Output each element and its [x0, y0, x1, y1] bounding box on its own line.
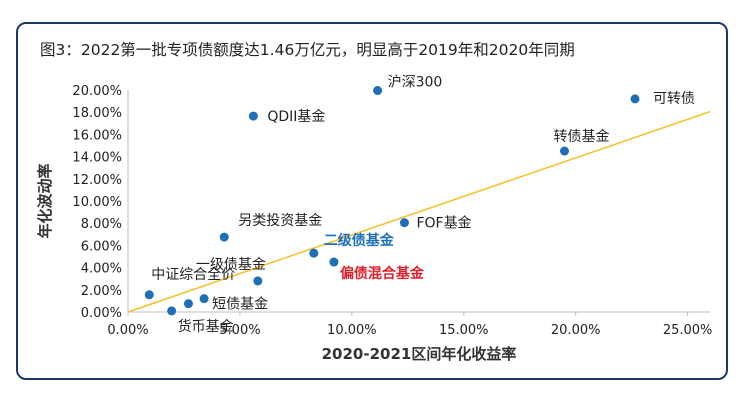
figure-title: 图3：2022第一批专项债额度达1.46万亿元，明显高于2019年和2020年同…	[40, 41, 575, 59]
y-tick-label: 10.00%	[72, 195, 122, 210]
data-point	[199, 294, 209, 304]
x-tick-label: 0.00%	[107, 323, 148, 338]
x-tick-label: 15.00%	[439, 323, 489, 338]
data-point	[183, 299, 193, 309]
data-point	[630, 94, 640, 104]
data-label: 沪深300	[388, 75, 443, 91]
x-axis-title: 2020-2021区间年化收益率	[322, 345, 517, 363]
data-point	[309, 248, 319, 258]
y-tick-label: 20.00%	[72, 84, 122, 99]
data-label: QDII基金	[267, 108, 325, 125]
x-tick-label: 10.00%	[327, 323, 377, 338]
data-label: 转债基金	[554, 128, 610, 145]
y-tick-label: 12.00%	[72, 173, 122, 188]
data-label: 短债基金	[212, 296, 268, 313]
figure-frame	[16, 22, 728, 380]
data-label: 一级债基金	[196, 256, 266, 273]
data-point	[219, 232, 229, 242]
data-label: 二级债基金	[324, 232, 395, 249]
y-tick-label: 4.00%	[81, 262, 122, 277]
data-label: 货币基金	[178, 318, 234, 335]
data-label: 中证综合全价	[151, 266, 235, 283]
x-tick-label: 5.00%	[219, 323, 260, 338]
data-point	[144, 290, 154, 300]
data-point	[248, 111, 258, 121]
data-label: 偏债混合基金	[340, 265, 425, 282]
data-point	[329, 257, 339, 267]
data-label: FOF基金	[416, 215, 471, 232]
data-point	[399, 218, 409, 228]
y-tick-label: 14.00%	[72, 151, 122, 166]
y-tick-label: 16.00%	[72, 128, 122, 143]
data-point	[373, 86, 383, 96]
y-tick-label: 2.00%	[81, 284, 122, 299]
trend-line	[127, 110, 711, 313]
y-tick-label: 0.00%	[81, 306, 122, 321]
y-tick-label: 6.00%	[81, 239, 122, 254]
y-axis-title: 年化波动率	[36, 163, 54, 238]
x-tick-label: 20.00%	[551, 323, 601, 338]
data-label: 可转债	[653, 91, 695, 107]
data-point	[253, 276, 263, 286]
x-tick-label: 25.00%	[663, 323, 713, 338]
y-tick-label: 8.00%	[81, 217, 122, 232]
data-point	[167, 306, 177, 316]
data-point	[560, 146, 569, 156]
y-tick-label: 18.00%	[72, 106, 122, 121]
data-label: 另类投资基金	[238, 212, 322, 229]
